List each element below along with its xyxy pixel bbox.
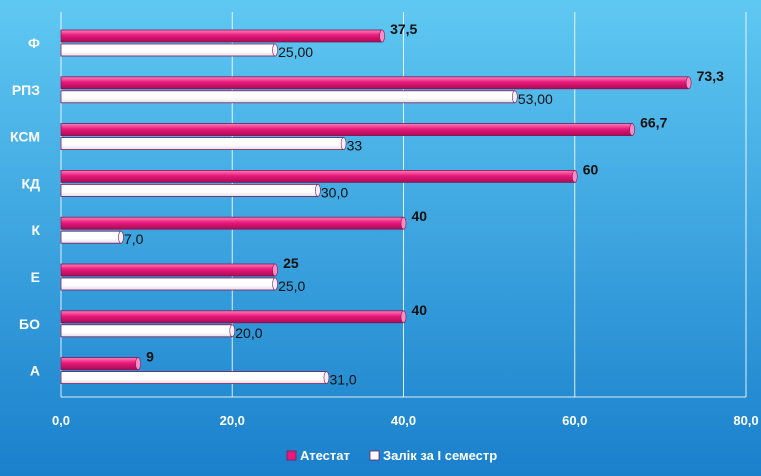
bar-atestat [60, 263, 276, 277]
bar-atestat [60, 123, 633, 136]
category-labels: Ф РПЗ КСМ КД К Е БО А [10, 35, 40, 379]
legend-label-atestat: Атестат [300, 448, 350, 463]
data-label-zalik: 25,00 [278, 44, 313, 60]
legend: Атестат Залік за І семестр [286, 448, 497, 463]
x-tick-label: 20,0 [220, 413, 245, 428]
gridlines [60, 12, 747, 398]
bar-atestat [60, 357, 139, 371]
data-label-atestat: 66,7 [640, 115, 667, 131]
x-tick-label: 40,0 [391, 413, 416, 428]
data-label-atestat: 25 [283, 255, 299, 271]
bar-atestat [60, 76, 690, 90]
bar-atestat [60, 216, 404, 230]
bar-zalik-cap [229, 324, 236, 338]
bar-atestat-cap [272, 263, 278, 277]
bar-zalik [60, 277, 276, 291]
bar-zalik [60, 43, 276, 57]
bar-zalik [60, 230, 122, 244]
bar-zalik [60, 90, 516, 104]
data-label-atestat: 73,3 [697, 68, 724, 84]
bar-atestat-cap [571, 170, 578, 183]
bar-zalik-cap [315, 184, 321, 197]
data-label-zalik: 30,0 [321, 184, 348, 200]
x-axis-ticks: 0,0 20,0 40,0 60,0 80,0 [52, 413, 759, 428]
x-tick-label: 80,0 [733, 413, 758, 428]
bar-zalik-cap [118, 230, 124, 244]
data-label-atestat: 37,5 [390, 21, 417, 37]
data-label-atestat: 40 [412, 302, 428, 318]
data-label-atestat: 9 [146, 349, 154, 365]
bar-zalik [60, 183, 319, 197]
bar-zalik-cap [340, 137, 347, 150]
bar-atestat [60, 29, 383, 43]
category-label: А [30, 363, 40, 379]
category-label: КСМ [10, 129, 40, 145]
data-label-zalik: 25,0 [278, 278, 305, 294]
bar-zalik-cap [272, 277, 278, 291]
category-label: КД [21, 175, 40, 191]
bar-atestat [60, 310, 404, 324]
data-label-atestat: 60 [583, 161, 599, 177]
data-label-zalik: 33 [347, 138, 363, 154]
bar-atestat-cap [400, 310, 407, 324]
bar-atestat-cap [400, 216, 407, 230]
x-tick-label: 60,0 [562, 413, 587, 428]
bar-zalik [60, 324, 233, 338]
bar-atestat-cap [379, 29, 385, 43]
data-label-atestat: 40 [412, 208, 428, 224]
legend-label-zalik: Залік за І семестр [383, 448, 497, 463]
bar-atestat-cap [629, 123, 635, 136]
category-label: БО [19, 316, 40, 332]
data-labels: 37,5 25,00 73,3 53,00 66,7 33 60 30,0 40 7,0 25 25,… [124, 21, 724, 388]
bar-atestat-cap [685, 76, 692, 90]
bar-atestat-cap [135, 357, 141, 370]
category-label: К [31, 222, 40, 238]
legend-swatch-atestat [286, 450, 297, 461]
legend-swatch-zalik [369, 450, 380, 461]
category-label: РПЗ [12, 82, 40, 98]
bar-atestat [60, 169, 576, 183]
data-label-zalik: 7,0 [124, 231, 144, 247]
x-tick-label: 0,0 [52, 413, 70, 428]
data-label-zalik: 31,0 [329, 372, 356, 388]
category-label: Е [31, 269, 40, 285]
bars [60, 29, 692, 385]
bar-zalik-cap [323, 371, 330, 384]
data-label-zalik: 20,0 [235, 325, 262, 341]
bar-zalik [60, 137, 344, 151]
bar-zalik [60, 371, 327, 385]
category-label: Ф [28, 35, 40, 51]
data-label-zalik: 53,00 [518, 91, 553, 107]
bar-zalik-cap [272, 43, 278, 57]
bar-zalik-cap [512, 90, 518, 104]
